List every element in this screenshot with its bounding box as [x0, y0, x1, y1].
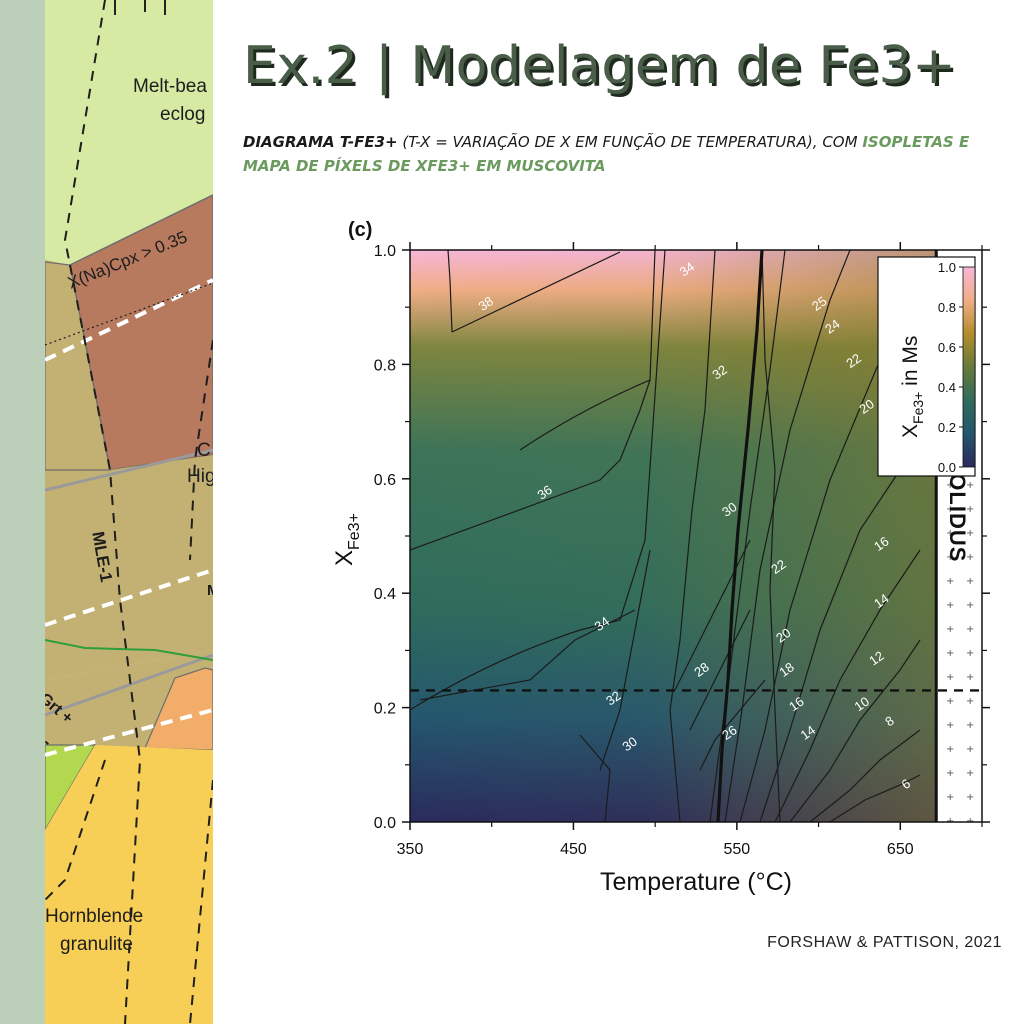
slide-subtitle: Diagrama T-Fe3+ (T-X = variação de X em … [243, 130, 1003, 178]
isopleth-label: 34 [592, 614, 612, 635]
colorbar-tick-label: 0.6 [938, 340, 956, 355]
colorbar-box [877, 256, 976, 477]
slide-title: Ex.2 | Modelagem de Fe3+ [243, 36, 957, 96]
isopleth-line [669, 249, 716, 823]
isopleth-label: 30 [719, 499, 739, 520]
isopleth-line [579, 734, 611, 823]
colorbar-tick-label: 0.0 [938, 460, 956, 475]
isopleth-label: 22 [843, 350, 863, 371]
x-tick-label: 350 [397, 841, 424, 858]
isopleth-label: 38 [476, 293, 496, 314]
colorbar-label-main: X [899, 424, 922, 438]
isopleth-label: 30 [619, 734, 639, 755]
y-tick-label: 0.2 [374, 701, 396, 718]
isopleth-label: 10 [852, 694, 872, 715]
y-axis-label-main: X [331, 550, 358, 566]
isopleth-line [789, 639, 921, 823]
isopleth-line [674, 539, 751, 691]
colorbar-label-suffix: in Ms [899, 336, 922, 392]
t-xfe3-chart: + (c) 3836343432323030282625242220181614… [331, 219, 990, 896]
y-tick-label: 1.0 [374, 243, 396, 260]
isopleth-line [409, 249, 666, 711]
x-tick-label: 450 [560, 841, 587, 858]
isopleth-label: 20 [856, 396, 876, 417]
isopleth-label: 26 [719, 722, 739, 743]
facies-label-melt: Melt-bea [133, 76, 207, 97]
y-axis-label: XFe3+ [331, 513, 363, 566]
isopleth-label: 12 [866, 648, 886, 669]
isopleth-line [829, 774, 921, 823]
colorbar-tick-label: 1.0 [938, 260, 956, 275]
isopleth-label: 32 [709, 362, 729, 383]
isopleth-label: 14 [798, 722, 818, 743]
reaction-boundary-line [716, 249, 764, 823]
colorbar-tick-label: 0.8 [938, 300, 956, 315]
isopleth-label: 14 [871, 591, 891, 612]
isopleth-line [451, 251, 621, 333]
isopleth-label: 22 [768, 556, 788, 577]
colorbar-label-sub: Fe3+ [910, 392, 926, 424]
isopleth-label: 18 [776, 659, 796, 680]
plot-area: 3836343432323030282625242220181614121086… [374, 242, 990, 858]
isopleth-line [699, 679, 766, 771]
isopleth-line [447, 249, 453, 333]
isopleth-label: 32 [603, 688, 623, 709]
facies-label-eclogite: eclog [160, 104, 206, 125]
y-tick-label: 0.8 [374, 357, 396, 374]
isopleth-line [599, 549, 651, 771]
x-tick-label: 650 [887, 841, 914, 858]
y-tick-label: 0.6 [374, 472, 396, 489]
left-accent-bar [0, 0, 45, 1024]
x-tick-label: 550 [724, 841, 751, 858]
isopleth-line [519, 379, 651, 451]
isopleth-label: 20 [773, 625, 793, 646]
colorbar-gradient [962, 266, 976, 468]
isopleth-label: 25 [809, 293, 829, 314]
isopleth-line [759, 439, 921, 823]
colorbar-label: XFe3+ in Ms [899, 336, 926, 438]
facies-map-graphic [45, 0, 213, 1024]
facies-label-c: C [197, 440, 211, 461]
isopleth-label: 24 [822, 316, 842, 337]
t-xfe3-diagram: + (c) 3836343432323030282625242220181614… [320, 210, 1010, 905]
isopleth-line [409, 249, 656, 551]
facies-label-granulite: granulite [60, 934, 133, 955]
x-axis-label: Temperature (°C) [600, 868, 792, 896]
isopleth-line [689, 609, 751, 731]
isopleth-line [809, 729, 921, 823]
subtitle-green: isopletas e mapa de píxels de XFe3+ em m… [243, 133, 970, 175]
metamorphic-facies-map-crop: Melt-bea eclog X(Na)Cpx > 0.35 C Hig MLE… [45, 0, 213, 1024]
isopleth-label: 34 [677, 259, 697, 280]
isopleth-line [724, 249, 851, 823]
y-axis-label-sub: Fe3+ [346, 513, 363, 550]
citation: FORSHAW & PATTISON, 2021 [767, 934, 1002, 951]
subtitle-plain: (T-X = variação de X em função de temper… [397, 133, 863, 151]
isopleth-label: 36 [534, 482, 554, 503]
facies-label-hornblende: Hornblende [45, 906, 144, 927]
colorbar-tick-label: 0.4 [938, 380, 956, 395]
isopleth-line [761, 249, 781, 823]
isopleth-label: 16 [786, 694, 806, 715]
panel-label: (c) [348, 219, 372, 241]
isopleth-line [774, 549, 921, 823]
facies-label-m: M [207, 582, 213, 599]
heatmap-field-shading [410, 250, 937, 822]
y-tick-label: 0.0 [374, 815, 396, 832]
isopleth-label: 16 [871, 533, 891, 554]
subtitle-bold: Diagrama T-Fe3+ [243, 133, 398, 151]
y-tick-label: 0.4 [374, 586, 396, 603]
isopleth-label: 28 [691, 659, 711, 680]
colorbar-tick-label: 0.2 [938, 420, 956, 435]
isopleth-line [739, 359, 881, 823]
facies-label-high: Hig [187, 466, 213, 487]
